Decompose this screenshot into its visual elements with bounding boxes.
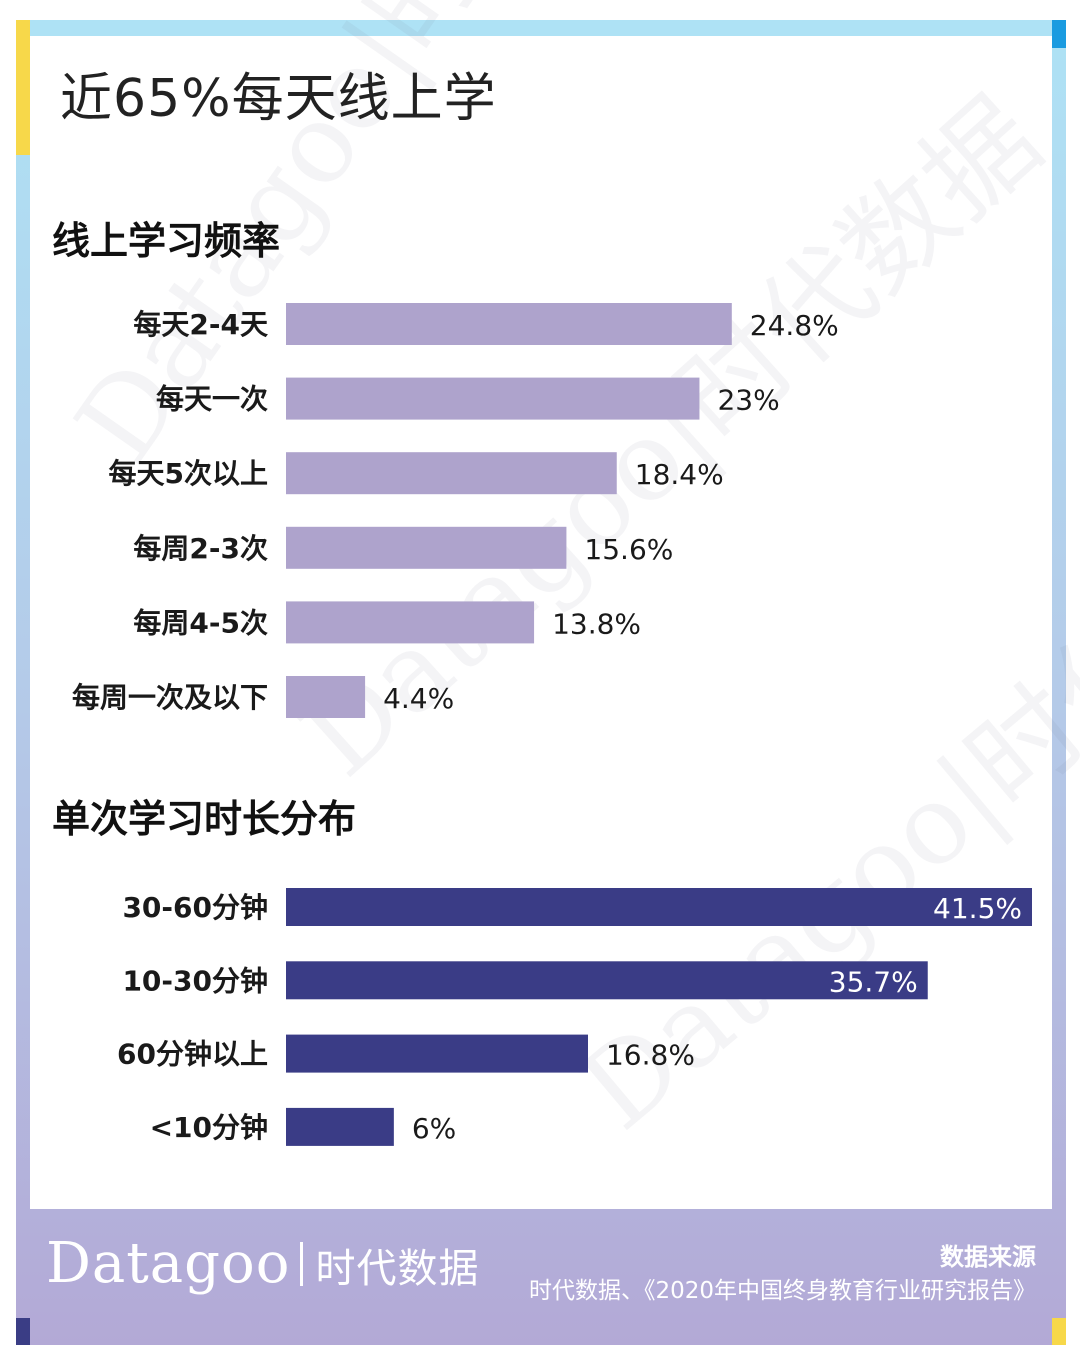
frequency-category-label: 每周一次及以下: [72, 681, 268, 714]
datagoo-logo: Datagoo 时代数据: [46, 1231, 479, 1296]
duration-category-label: 60分钟以上: [117, 1038, 268, 1071]
logo-divider: [300, 1241, 304, 1286]
frequency-bar: [286, 526, 567, 569]
frequency-category-label: 每周4-5次: [133, 606, 268, 639]
section-title-duration: 单次学习时长分布: [52, 797, 357, 841]
duration-value-label: 16.8%: [606, 1039, 695, 1072]
frequency-bar: [286, 601, 535, 644]
duration-value-label: 41.5%: [933, 892, 1022, 925]
logo-text-en: Datagoo: [46, 1231, 291, 1296]
frequency-category-label: 每天一次: [156, 383, 268, 416]
frequency-value-label: 15.6%: [584, 533, 673, 566]
frequency-value-label: 23%: [717, 384, 779, 417]
frequency-value-label: 18.4%: [635, 458, 724, 491]
frequency-value-label: 13.8%: [552, 607, 641, 640]
section-title-frequency: 线上学习频率: [52, 219, 281, 263]
duration-category-label: <10分钟: [150, 1111, 268, 1144]
corner-accent-bottom-right: [1052, 1318, 1066, 1345]
duration-bar: [286, 1034, 588, 1073]
frequency-value-label: 24.8%: [750, 309, 839, 342]
frequency-bar: [286, 377, 700, 420]
headline: 近65%每天线上学: [60, 69, 497, 129]
corner-accent-top-left: [16, 20, 30, 155]
frequency-category-label: 每天5次以上: [109, 457, 268, 490]
source-text: 时代数据、《2020年中国终身教育行业研究报告》: [528, 1278, 1036, 1304]
frequency-bar: [286, 303, 732, 345]
frequency-value-label: 4.4%: [383, 682, 454, 715]
corner-accent-bottom-left: [16, 1318, 30, 1345]
source-title: 数据来源: [940, 1243, 1036, 1271]
content-panel: Datagoo|时代数据 Datagoo|时代数据 Datagoo|时代数据: [30, 0, 1080, 1209]
corner-accent-top-right: [1052, 20, 1066, 48]
frequency-category-label: 每天2-4天: [133, 308, 268, 341]
duration-category-label: 10-30分钟: [122, 964, 268, 997]
logo-text-cn: 时代数据: [315, 1246, 480, 1292]
duration-category-label: 30-60分钟: [122, 891, 268, 924]
footer: Datagoo 时代数据 数据来源 时代数据、《2020年中国终身教育行业研究报告…: [30, 1209, 1052, 1319]
frequency-category-label: 每周2-3次: [133, 532, 268, 565]
frequency-bar: [286, 452, 617, 495]
duration-bar: [286, 961, 928, 1000]
duration-value-label: 35.7%: [829, 965, 918, 998]
duration-bar: [286, 1107, 394, 1146]
frequency-bar: [286, 676, 366, 718]
duration-bar: [286, 888, 1032, 926]
duration-value-label: 6%: [412, 1112, 456, 1145]
bar-charts: 每天2-4天 24.8% 每天一次 23% 每天5次以上 18.4% 每周2-3次 15.6%…: [72, 303, 1032, 1146]
